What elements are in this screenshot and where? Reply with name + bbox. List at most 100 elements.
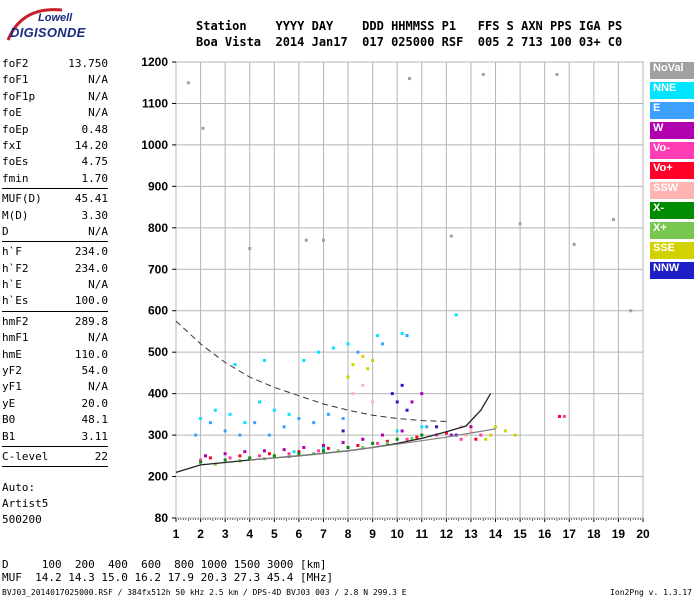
scatter-point-vo- — [228, 456, 232, 460]
station-header: Station YYYY DAY DDD HHMMSS P1 FFS S AXN… — [196, 18, 622, 50]
param-value: 1.70 — [81, 171, 109, 185]
x-tick-label: 8 — [345, 527, 352, 541]
scatter-point-vo- — [415, 435, 419, 439]
plot-frame — [175, 61, 644, 519]
y-tick-label: 80 — [155, 511, 169, 525]
scatter-point-nnw — [341, 429, 345, 433]
param-label: foF1p — [2, 89, 36, 103]
param-row: h`E N/A — [2, 277, 108, 293]
scatter-point-sse — [361, 354, 365, 358]
scatter-point-x- — [420, 433, 424, 437]
x-tick-label: 4 — [246, 527, 253, 541]
param-label: yF2 — [2, 364, 22, 378]
scatter-point-w — [243, 450, 247, 454]
polarization-legend: NoVal NNE E W Vo- Vo+ SSW X- X+ SSE NNW — [650, 62, 694, 282]
param-value: 3.11 — [81, 429, 109, 443]
param-label: M(D) — [2, 208, 29, 222]
scatter-point-nne — [243, 421, 247, 425]
scatter-point-nne — [331, 346, 335, 350]
scatter-point-w — [469, 425, 473, 429]
param-value: 13.750 — [68, 57, 108, 70]
scatter-point-vo- — [474, 437, 478, 441]
param-label: foF1 — [2, 73, 29, 87]
scatter-point-e — [253, 421, 257, 425]
scatter-point-ssw — [351, 392, 355, 396]
scatter-point-nne — [213, 408, 217, 412]
scatter-point-nne — [287, 412, 291, 416]
scatter-point-sse — [351, 363, 355, 367]
scatter-point-noval — [408, 77, 411, 81]
legend-item-x: X- — [650, 202, 694, 219]
y-tick-label: 500 — [148, 345, 168, 359]
legend-item-ssw: SSW — [650, 182, 694, 199]
param-row: B1 3.11 — [2, 429, 108, 445]
scatter-point-nnw — [435, 425, 439, 429]
scatter-point-x- — [371, 441, 375, 445]
footer-version: Ion2Png v. 1.3.17 — [610, 588, 692, 597]
param-value: 48.1 — [81, 413, 109, 427]
param-value: 20.0 — [81, 396, 109, 410]
y-tick-label: 600 — [148, 304, 168, 318]
legend-item-noval: NoVal — [650, 62, 694, 79]
param-value: N/A — [88, 380, 108, 394]
scatter-point-vo- — [238, 454, 242, 458]
scatter-point-e — [282, 425, 286, 429]
scatter-point-noval — [481, 72, 485, 76]
x-tick-label: 12 — [440, 527, 454, 541]
legend-item-e: E — [650, 102, 694, 119]
y-tick-label: 300 — [148, 428, 168, 442]
x-tick-label: 3 — [222, 527, 229, 541]
param-value: 3.30 — [81, 208, 109, 222]
legend-item-w: W — [650, 122, 694, 139]
scatter-point-e — [297, 417, 301, 421]
x-tick-label: 2 — [197, 527, 204, 541]
x-tick-label: 17 — [563, 527, 577, 541]
param-value: 14.20 — [74, 138, 108, 152]
scatter-point-noval — [449, 234, 453, 238]
param-row: yF2 54.0 — [2, 363, 108, 379]
scatter-point-w — [302, 446, 306, 450]
param-label: h`Es — [2, 294, 29, 308]
scatter-point-ssw — [464, 433, 468, 437]
scatter-point-e — [223, 429, 227, 433]
param-label: hmF2 — [2, 314, 29, 328]
x-tick-label: 1 — [173, 527, 180, 541]
autoscaling-info: Auto: Artist5 500200 — [2, 480, 48, 528]
scatter-point-nne — [272, 408, 276, 412]
scatter-point-x- — [410, 436, 414, 440]
param-value: 45.41 — [74, 192, 108, 206]
param-row: D N/A — [2, 224, 108, 240]
param-row: foF1 N/A — [2, 72, 108, 88]
scatter-point-nne — [292, 450, 296, 454]
param-row: foF1p N/A — [2, 89, 108, 105]
scatter-point-nne — [233, 363, 237, 367]
trace-dashed — [175, 320, 447, 422]
param-label: foF2 — [2, 57, 29, 70]
scatter-point-w — [400, 429, 404, 433]
muf-distance-row: D 100 200 400 600 800 1000 1500 3000 [km… — [2, 558, 327, 571]
auto-artist: Artist5 — [2, 497, 49, 510]
param-value: N/A — [88, 224, 108, 238]
scatter-point-nne — [321, 446, 325, 450]
param-value: N/A — [88, 73, 108, 87]
scatter-point-x- — [346, 446, 350, 450]
scatter-point-e — [356, 350, 360, 354]
auto-version: 500200 — [2, 513, 42, 526]
param-label: h`F — [2, 245, 22, 259]
scatter-point-x- — [336, 449, 340, 453]
auto-label: Auto: — [2, 481, 36, 494]
param-row: fmin 1.70 — [2, 171, 108, 187]
legend-item-sse: SSE — [650, 242, 694, 259]
scatter-point-vo- — [557, 414, 561, 418]
scatter-point-noval — [248, 247, 252, 251]
scatter-point-w — [223, 452, 227, 456]
scatter-point-vo- — [326, 446, 330, 450]
param-row: hmF2 289.8 — [2, 314, 108, 330]
y-tick-label: 900 — [148, 179, 168, 193]
scatter-point-w — [361, 437, 365, 441]
scatter-point-nne — [400, 332, 404, 336]
x-tick-label: 14 — [489, 527, 503, 541]
param-divider — [2, 466, 108, 468]
scatter-point-ssw — [371, 400, 375, 404]
x-tick-label: 11 — [415, 527, 428, 541]
